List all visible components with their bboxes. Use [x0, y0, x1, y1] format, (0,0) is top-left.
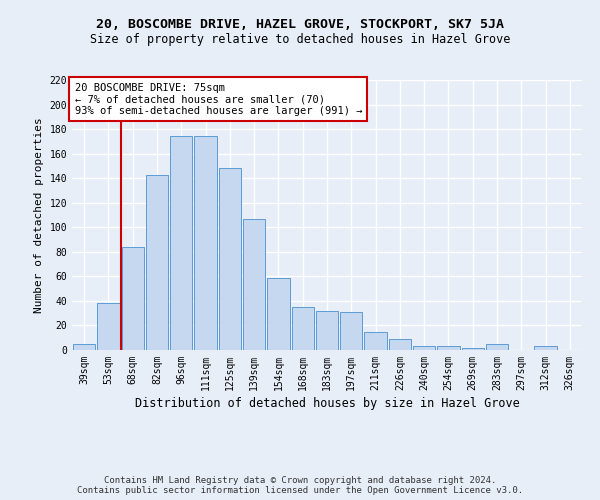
Text: 20, BOSCOMBE DRIVE, HAZEL GROVE, STOCKPORT, SK7 5JA: 20, BOSCOMBE DRIVE, HAZEL GROVE, STOCKPO… [96, 18, 504, 30]
Bar [170, 136, 193, 350]
Bar [486, 344, 508, 350]
Bar [122, 247, 144, 350]
Bar [461, 348, 484, 350]
Bar [364, 332, 387, 350]
Bar [194, 136, 217, 350]
Bar [535, 346, 557, 350]
Bar [437, 346, 460, 350]
Text: Contains HM Land Registry data © Crown copyright and database right 2024.
Contai: Contains HM Land Registry data © Crown c… [77, 476, 523, 495]
Bar [267, 278, 290, 350]
X-axis label: Distribution of detached houses by size in Hazel Grove: Distribution of detached houses by size … [134, 397, 520, 410]
Bar [292, 307, 314, 350]
Bar [340, 312, 362, 350]
Text: Size of property relative to detached houses in Hazel Grove: Size of property relative to detached ho… [90, 32, 510, 46]
Bar [73, 344, 95, 350]
Bar [146, 174, 168, 350]
Bar [97, 304, 119, 350]
Y-axis label: Number of detached properties: Number of detached properties [34, 117, 44, 313]
Text: 20 BOSCOMBE DRIVE: 75sqm
← 7% of detached houses are smaller (70)
93% of semi-de: 20 BOSCOMBE DRIVE: 75sqm ← 7% of detache… [74, 82, 362, 116]
Bar [413, 346, 436, 350]
Bar [389, 339, 411, 350]
Bar [218, 168, 241, 350]
Bar [243, 218, 265, 350]
Bar [316, 310, 338, 350]
